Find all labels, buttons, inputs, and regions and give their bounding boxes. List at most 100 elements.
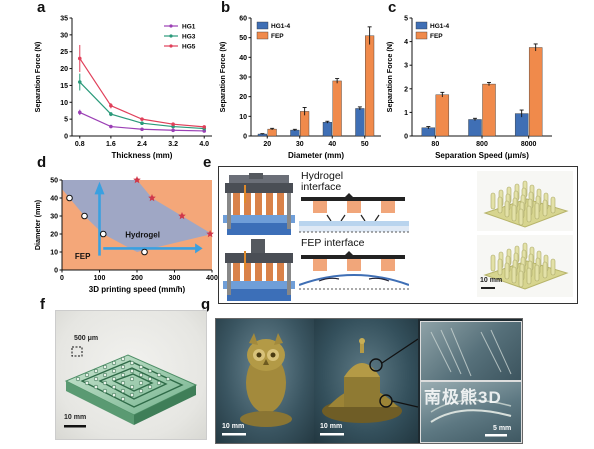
bar-HG1-4 [468,119,482,137]
axes: 0 1 2 3 4 5 Separation Force (N) Separation Spe… [385,16,552,160]
bar-HG1-4 [290,129,300,137]
pillar [542,261,548,279]
data-point [140,117,144,121]
pillar [526,267,532,285]
micro-pillar [138,380,144,386]
scatter-circle [99,230,107,238]
micro-pillar [129,384,135,390]
bar-HG1-4 [322,122,332,137]
legend-label: HG5 [182,44,196,51]
arrow-right-head [195,243,203,254]
micro-pillar [138,364,144,370]
micro-pillar [138,388,144,394]
pillar [504,200,510,218]
y-tick-label: 10 [239,114,247,121]
micro-pillar [93,376,99,382]
x-tick-label: 3.2 [168,141,178,148]
hydrogel-interface-schematic [299,193,409,233]
y-tick-label: 10 [50,250,58,257]
micro-pillar [138,372,144,378]
micro-pillar [165,376,171,382]
printer-render-hydrogel [223,173,295,235]
pillar [526,205,532,223]
y-tick-label: 4 [404,39,408,46]
data-point [77,56,82,61]
legend-swatch [415,21,428,30]
region-label-fep: FEP [75,252,91,261]
legend-swatch [256,21,269,30]
micro-pillar [156,380,162,386]
pillar [550,258,556,276]
bar-HG1-4 [421,127,436,137]
x-tick-label: 800 [476,141,488,148]
pillar [497,196,503,214]
legend-label: HG3 [182,34,196,41]
series-line-HG5 [79,58,205,128]
y-tick-label: 50 [239,35,247,42]
bar-FEP [332,80,342,137]
micro-pillar [147,368,153,374]
chart-c: 0 1 2 3 4 5 Separation Force (N) Separation Spe… [385,16,552,160]
scatter-circle [66,194,73,202]
chart-d: Hydrogel FEP 0 10 20 30 40 50 Diameter (mm) 3D pr… [33,176,218,294]
scatter-circle [141,248,148,256]
y-tick-label: 20 [50,232,58,239]
micro-pillar [147,384,153,390]
zoom-inset-bottom: 5 mm [420,381,522,443]
legend-marker [169,24,173,28]
watermark-text: 南极熊3D [424,388,502,407]
y-tick-label: 35 [60,16,68,23]
micro-pillar [147,376,153,382]
bar-FEP [435,94,450,137]
y-tick-label: 50 [50,178,58,185]
scalebar-g3: 5 mm [493,425,512,432]
zoom-inset-top [420,321,522,381]
scalebar-f: 10 mm [64,414,87,421]
scatter-star [148,194,156,202]
pillar [542,199,548,217]
y-tick-label: 0 [243,134,247,141]
legend-swatch [415,31,428,40]
micro-pillar [111,384,117,390]
x-tick-label: 8000 [521,141,537,148]
x-tick-label: 40 [328,141,336,148]
micro-pillar [93,368,99,374]
pillar [511,266,517,284]
legend-label: HG1-4 [271,23,291,30]
y-axis-label: Diameter (mm) [33,199,42,250]
pillar-array-render-2: 10 mm [477,235,573,297]
printer-render-fep [223,239,295,301]
y-axis-label: Separation Force (N) [33,41,42,112]
pillar-array-render-1 [477,171,573,231]
legend-marker [169,34,173,38]
micro-pillar [111,360,117,366]
axes: 0 10 20 30 40 50 Diameter (mm) 3D printing spee… [33,178,212,294]
panel-label-e: e [203,154,212,171]
bar-FEP [267,128,277,137]
micro-pillar [111,368,117,374]
data-point [171,122,175,126]
arrow-up-head [94,181,105,195]
data-point [171,128,175,133]
up-arrow-icon-2 [244,251,246,269]
panel-e-frame: Hydrogel interface FEP interface [218,166,578,304]
micro-pillar [156,372,162,378]
panel-label-b: b [221,0,231,16]
y-axis-label: Separation Force (N) [218,41,227,112]
micro-pillar [120,396,126,402]
x-tick-label: 20 [263,141,271,148]
panel-g-frame: 10 mm 10 mm [215,318,523,444]
y-tick-label: 20 [239,94,247,101]
micro-pillar [129,392,135,398]
data-point [140,127,144,132]
panel-label-d: d [37,154,47,171]
pillar [490,192,496,210]
inset-label-f: 500 μm [74,335,99,342]
y-tick-label: 0 [54,268,58,275]
pillar [534,202,540,220]
micro-pillar [129,360,135,366]
data-point [109,112,113,116]
panel-label-g: g [201,296,211,313]
legend-label: HG1-4 [430,23,450,30]
y-tick-label: 20 [60,66,68,73]
